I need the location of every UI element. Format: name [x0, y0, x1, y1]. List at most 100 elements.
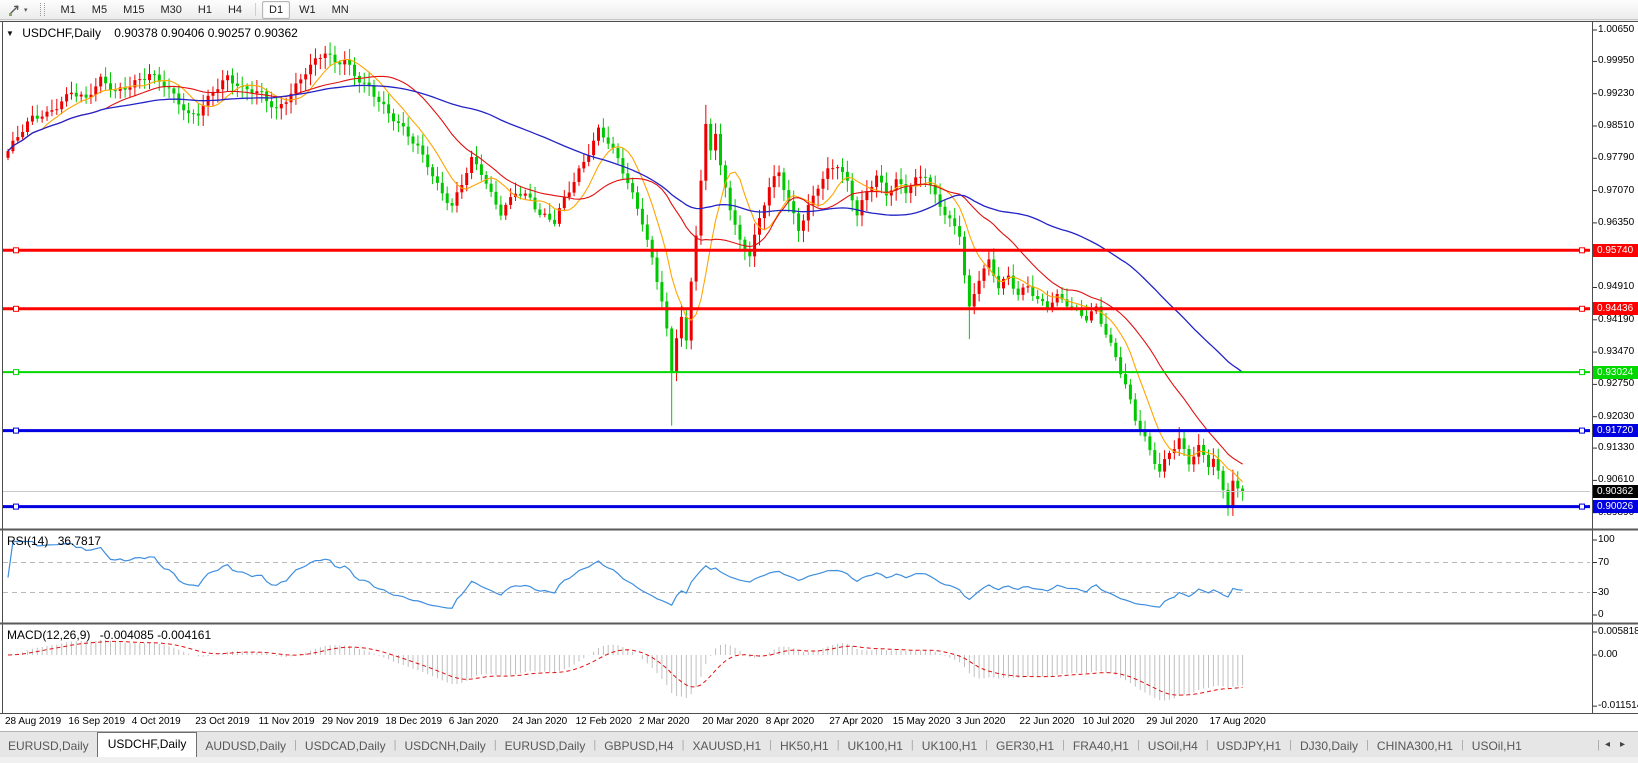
macd-layer: [7, 640, 1244, 701]
panel-borders: [0, 21, 1638, 714]
chart-tab-GER30-H1[interactable]: GER30,H1: [996, 739, 1055, 753]
price-tick-label: 0.97070: [1598, 184, 1635, 196]
rsi-pane-label: RSI(14) 36.7817: [7, 534, 101, 548]
chart-tab-USOil-H1[interactable]: USOil,H1: [1471, 739, 1522, 753]
date-tick-label: 23 Oct 2019: [195, 716, 250, 727]
price-tick-label: 0.91330: [1598, 442, 1635, 454]
price-tick-label: 0.94190: [1598, 313, 1635, 325]
tab-separator: |: [1136, 738, 1140, 751]
price-tick-label: 0.96350: [1598, 216, 1635, 228]
toolbar: ▾ M1 M5 M15 M30 H1 H4 D1 W1 MN: [0, 0, 1638, 20]
chart-tab-UK100-H1[interactable]: UK100,H1: [847, 739, 903, 753]
date-tick-label: 17 Aug 2020: [1209, 716, 1266, 727]
timeframe-button-MN[interactable]: MN: [331, 3, 349, 16]
macd-indicator-values: -0.004085 -0.004161: [99, 628, 212, 642]
price-tick-label: 0.98510: [1598, 120, 1635, 131]
hline-handle[interactable]: [1579, 247, 1585, 254]
rsi-scale-label: 70: [1598, 556, 1610, 568]
timeframe-button-H4[interactable]: H4: [227, 3, 243, 16]
tabs-scroll-left-button[interactable]: ◂: [1604, 739, 1610, 750]
pointer-tool-button[interactable]: ▾: [5, 2, 30, 18]
chart-tab-HK50-H1[interactable]: HK50,H1: [779, 739, 829, 753]
current-price-tag: 0.90362: [1593, 485, 1638, 499]
tab-separator: |: [910, 738, 914, 751]
price-tick-label: 0.99230: [1598, 87, 1635, 99]
moving-averages-layer: [7, 58, 1243, 483]
chart-tab-FRA40-H1[interactable]: FRA40,H1: [1072, 739, 1129, 753]
toolbar-grip[interactable]: [39, 3, 45, 16]
chart-tab-USDCAD-Daily[interactable]: USDCAD,Daily: [304, 739, 386, 753]
dropdown-caret-icon[interactable]: ▾: [24, 6, 28, 14]
price-tick-label: 1.00650: [1598, 24, 1635, 35]
macd-indicator-name: MACD(12,26,9): [7, 628, 91, 642]
tab-separator: |: [769, 738, 772, 751]
hline-handle[interactable]: [13, 305, 19, 312]
horizontal-lines-layer: [3, 247, 1590, 510]
pointer-tool-icon: [9, 5, 19, 16]
date-tick-label: 6 Jan 2020: [448, 716, 499, 727]
date-tick-label: 3 Jun 2020: [956, 716, 1006, 727]
date-tick-label: 22 Jun 2020: [1019, 716, 1075, 727]
macd-pane-label: MACD(12,26,9) -0.004085 -0.004161: [7, 628, 211, 642]
chart-tab-XAUUSD-H1[interactable]: XAUUSD,H1: [692, 739, 762, 753]
price-tag-0.95740: 0.95740: [1593, 243, 1638, 257]
chart-title: ▼ USDCHF,Daily 0.90378 0.90406 0.90257 0…: [6, 26, 298, 40]
tab-separator: |: [681, 738, 685, 751]
hline-handle[interactable]: [13, 427, 19, 434]
rsi-scale-label: 30: [1598, 586, 1610, 598]
toolbar-separator: [255, 3, 257, 16]
timeframe-button-M30[interactable]: M30: [160, 3, 182, 16]
hline-handle[interactable]: [13, 503, 19, 510]
tab-separator: |: [294, 738, 297, 751]
macd-scale-label: -0.011514: [1598, 700, 1638, 712]
tab-separator: |: [1289, 738, 1293, 751]
chart-tab-USDCNH-Daily[interactable]: USDCNH,Daily: [404, 739, 486, 753]
hline-handle[interactable]: [1579, 503, 1585, 510]
chart-tab-USDCHF-Daily[interactable]: USDCHF,Daily: [96, 732, 198, 757]
tab-separator: |: [493, 738, 497, 751]
timeframe-button-M15[interactable]: M15: [123, 3, 145, 16]
date-tick-label: 2 Mar 2020: [639, 716, 690, 727]
hline-handle[interactable]: [1579, 305, 1585, 312]
price-tick-label: 0.92030: [1598, 410, 1635, 422]
chart-tab-CHINA300-H1[interactable]: CHINA300,H1: [1376, 739, 1453, 753]
tab-separator: |: [985, 738, 989, 751]
tab-separator: |: [1205, 738, 1209, 751]
tabs-scroll-controls: | ◂ ▸: [1593, 732, 1638, 757]
tabs-scroll-right-button[interactable]: ▸: [1619, 739, 1625, 750]
chart-tab-USOil-H4[interactable]: USOil,H4: [1147, 739, 1198, 753]
chart-tab-AUDUSD-Daily[interactable]: AUDUSD,Daily: [205, 739, 287, 753]
chart-tabs: EURUSD,Daily USDCHF,Daily AUDUSD,Daily | USD…: [0, 732, 1593, 757]
chart-tab-EURUSD-Daily[interactable]: EURUSD,Daily: [8, 739, 89, 753]
date-tick-label: 8 Apr 2020: [765, 716, 815, 727]
chart-tab-UK100-H1[interactable]: UK100,H1: [921, 739, 978, 753]
rsi-indicator-value: 36.7817: [57, 534, 102, 548]
timeframe-button-H1[interactable]: H1: [197, 3, 212, 16]
chart-tab-USDJPY-H1[interactable]: USDJPY,H1: [1216, 739, 1282, 753]
chart-background[interactable]: [0, 21, 1638, 731]
tab-separator: |: [836, 738, 840, 751]
tab-separator: |: [593, 738, 597, 751]
chart-tab-DJ30-Daily[interactable]: DJ30,Daily: [1300, 739, 1359, 753]
date-tick-label: 27 Apr 2020: [829, 716, 884, 727]
hline-handle[interactable]: [1579, 369, 1585, 376]
hline-handle[interactable]: [13, 247, 19, 254]
price-tag-0.91720: 0.91720: [1593, 424, 1638, 438]
price-tick-label: 0.97790: [1598, 152, 1635, 164]
collapse-caret-icon[interactable]: ▼: [6, 29, 14, 38]
tab-separator: |: [1460, 738, 1464, 751]
chart-tab-EURUSD-Daily[interactable]: EURUSD,Daily: [504, 739, 586, 753]
hline-handle[interactable]: [13, 369, 19, 376]
timeframe-button-W1[interactable]: W1: [299, 3, 316, 16]
timeframe-button-M5[interactable]: M5: [91, 3, 108, 16]
timeframe-button-D1[interactable]: D1: [262, 0, 291, 19]
chart-tab-GBPUSD-H4[interactable]: GBPUSD,H4: [604, 739, 674, 753]
hline-handle[interactable]: [1579, 427, 1585, 434]
price-tick-label: 0.94910: [1598, 281, 1635, 293]
date-tick-label: 12 Feb 2020: [575, 716, 632, 727]
chart-tabs-bar: EURUSD,Daily USDCHF,Daily AUDUSD,Daily | USD…: [0, 731, 1638, 757]
rsi-indicator-name: RSI(14): [7, 534, 49, 548]
timeframe-button-M1[interactable]: M1: [60, 3, 76, 16]
price-tick-label: 0.99950: [1598, 55, 1635, 67]
